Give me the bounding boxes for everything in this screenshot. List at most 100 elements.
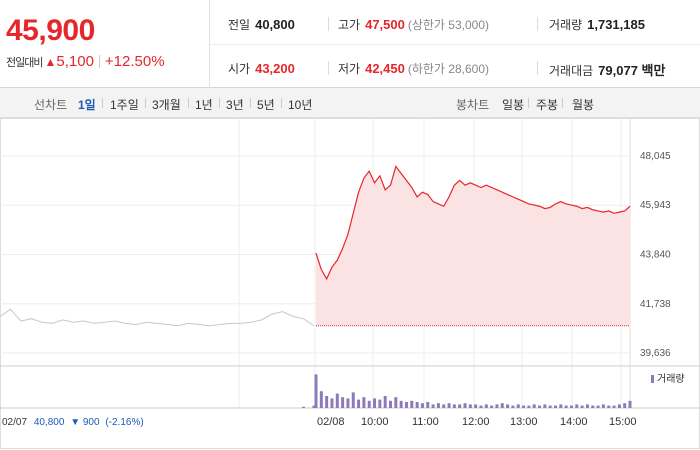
prev-change-pct: (-2.16%) (105, 417, 143, 428)
volume-bar (506, 404, 510, 408)
stat-label: 전일 (228, 18, 251, 32)
divider (281, 98, 282, 108)
volume-bar (452, 404, 456, 408)
volume-bar (580, 405, 584, 408)
stat-value: 42,450 (365, 61, 405, 76)
volume-bar (346, 398, 350, 408)
volume-bar (314, 374, 318, 408)
volume-bar (351, 392, 355, 408)
volume-bar (617, 404, 621, 408)
x-tick-label: 13:00 (510, 416, 538, 428)
tab-daily-candle[interactable]: 일봉 (502, 98, 525, 112)
prev-change: 900 (83, 417, 100, 428)
volume-bar (357, 399, 361, 408)
volume-bar (319, 391, 323, 408)
volume-bar (458, 404, 462, 408)
tab-weekly-candle[interactable]: 주봉 (536, 98, 559, 112)
tab-3m[interactable]: 3개월 (152, 98, 181, 112)
divider (145, 98, 146, 108)
upper-limit: (상한가 53,000) (407, 18, 490, 32)
stat-volume: 거래량 1,731,185 (549, 16, 645, 33)
volume-bar (367, 400, 371, 408)
divider (537, 61, 538, 75)
x-tick-label: 02/08 (317, 416, 345, 428)
volume-bars (302, 374, 632, 408)
volume-bar (500, 403, 504, 408)
volume-bar (415, 402, 419, 408)
x-tick-label: 15:00 (609, 416, 637, 428)
change-percent: +12.50% (104, 53, 165, 70)
tab-1w[interactable]: 1주일 (110, 98, 139, 112)
volume-bar (420, 403, 424, 408)
x-tick-label: 14:00 (560, 416, 588, 428)
volume-bar (302, 406, 306, 408)
x-tick-label: 10:00 (361, 416, 389, 428)
stat-high: 고가 47,500 (상한가 53,000) (338, 16, 489, 33)
volume-bar (383, 396, 387, 408)
volume-bar (404, 402, 408, 408)
volume-bar (442, 404, 446, 408)
lower-limit: (하한가 28,600) (407, 62, 490, 76)
stat-value: 43,200 (255, 61, 295, 76)
divider (98, 55, 100, 68)
y-tick-label: 41,738 (640, 299, 671, 310)
down-arrow-icon: ▼ (70, 417, 80, 428)
current-price: 45,900 (6, 14, 95, 47)
line-chart-label: 선차트 (34, 98, 68, 112)
tab-monthly-candle[interactable]: 월봉 (572, 98, 595, 112)
volume-bar (468, 404, 472, 408)
candle-chart-label: 봉차트 (456, 98, 490, 112)
tab-10y[interactable]: 10년 (288, 98, 313, 112)
tab-1y[interactable]: 1년 (195, 98, 213, 112)
stat-low: 저가 42,450 (하한가 28,600) (338, 60, 489, 77)
volume-bar (543, 404, 547, 408)
volume-bar (569, 405, 573, 408)
volume-bar (516, 404, 520, 408)
prev-close-label: 전일대비 (6, 57, 43, 69)
tab-3y[interactable]: 3년 (226, 98, 244, 112)
stat-label: 거래량 (549, 18, 583, 32)
volume-bar (559, 404, 563, 408)
price-area-fill (316, 166, 630, 326)
quote-header: 45,900 전일대비 ▲5,100 +12.50% 전일 40,800 고가 47,5… (0, 0, 700, 88)
volume-bar (431, 404, 435, 408)
x-axis: 02/08 10:00 11:00 12:00 13:00 14:00 15:00 (317, 416, 637, 428)
x-tick-label: 11:00 (412, 416, 439, 428)
stat-value: 40,800 (255, 17, 295, 32)
volume-bar (410, 400, 414, 408)
volume-bar (373, 398, 377, 408)
volume-bar (389, 400, 393, 408)
divider (562, 98, 563, 108)
divider (328, 17, 329, 31)
divider (250, 98, 251, 108)
volume-bar (479, 405, 483, 408)
x-tick-label: 12:00 (462, 416, 490, 428)
volume-bar (474, 404, 478, 408)
change-amount: 5,100 (56, 53, 94, 70)
up-arrow-icon: ▲ (44, 55, 57, 69)
volume-bar (335, 393, 339, 408)
volume-bar (330, 398, 334, 408)
tab-1d[interactable]: 1일 (78, 98, 96, 112)
volume-bar (436, 403, 440, 408)
tab-5y[interactable]: 5년 (257, 98, 275, 112)
volume-bar (538, 405, 542, 408)
divider (188, 98, 189, 108)
volume-bar (532, 404, 536, 408)
volume-bar (585, 404, 589, 408)
volume-bar (511, 405, 515, 408)
y-tick-label: 43,840 (640, 250, 671, 261)
volume-legend-label: 거래량 (657, 373, 685, 385)
volume-bar (362, 397, 366, 408)
volume-bar (564, 405, 568, 408)
prev-day-price-line (0, 308, 315, 327)
volume-bar (575, 404, 579, 408)
price-change: 전일대비 ▲5,100 +12.50% (6, 53, 165, 70)
volume-bar (394, 397, 398, 408)
chart-period-tabs: 선차트 1일 1주일 3개월 1년 3년 5년 10년 봉차트 일봉 주봉 월봉 (0, 88, 700, 118)
volume-bar (628, 400, 632, 408)
y-tick-label: 39,636 (640, 348, 671, 359)
volume-bar (312, 405, 316, 408)
stat-open: 시가 43,200 (228, 60, 295, 77)
divider (537, 17, 538, 31)
